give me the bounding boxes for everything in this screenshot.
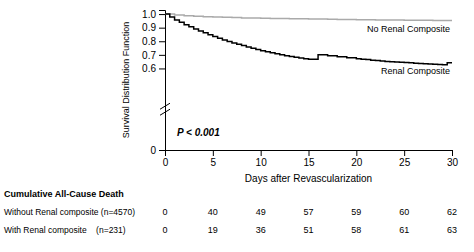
tick-mark	[159, 41, 165, 42]
table-value: 58	[351, 225, 361, 235]
axis-line	[159, 11, 166, 151]
tick-label: 25	[399, 157, 411, 168]
axis-break	[160, 103, 170, 109]
table-value: 19	[208, 225, 218, 235]
tick-label: 30	[447, 157, 459, 168]
x-axis: 0 5 10 15 20 25 30	[163, 150, 459, 168]
table-value: 57	[303, 207, 313, 217]
curve-label: No Renal Composite	[367, 24, 450, 34]
tick-label: 0	[163, 157, 169, 168]
table-value: 49	[256, 207, 266, 217]
tick-mark	[159, 55, 165, 56]
annotation: P < 0.001	[177, 127, 220, 138]
table-value: 61	[399, 225, 409, 235]
table-value: 62	[447, 207, 457, 217]
table-value: 0	[162, 225, 167, 235]
axis-line	[166, 151, 453, 157]
tick-label: 10	[256, 157, 268, 168]
tick-mark	[356, 150, 357, 156]
tick-mark	[261, 150, 262, 156]
tick: 0.9	[142, 22, 165, 33]
tick-label: 5	[211, 157, 217, 168]
tick-label: 20	[351, 157, 363, 168]
tick-mark	[159, 28, 165, 29]
tick-label: 0.7	[142, 50, 156, 61]
tick-label: 0.6	[142, 63, 156, 74]
table-row-label: Without Renal composite (n=4570)	[4, 207, 135, 217]
tick-mark	[159, 68, 165, 69]
tick-label: 0.8	[142, 36, 156, 47]
survival-line	[165, 14, 452, 21]
tick: 0.7	[142, 50, 165, 61]
tick-label: 0	[150, 145, 156, 156]
x-axis-title: Days after Revascularization	[245, 173, 372, 184]
tick-label: 1.0	[142, 9, 156, 20]
tick: 1.0	[142, 9, 165, 20]
chart: 05101520253000.60.70.80.91.0Days after R…	[0, 0, 474, 252]
tick: 0	[150, 145, 165, 156]
tick: 20	[351, 150, 363, 168]
tick-label: 15	[303, 157, 315, 168]
table-value: 63	[447, 225, 457, 235]
table-value: 59	[351, 207, 361, 217]
table-value: 36	[256, 225, 266, 235]
tick-label: 0.9	[142, 22, 156, 33]
tick-mark	[452, 150, 453, 156]
y-axis: 0 0.6 0.7 0.8 0.9 1.0	[142, 9, 165, 156]
axis-break	[160, 109, 170, 115]
tick-mark	[159, 150, 165, 151]
table-row-label: With Renal composite (n=231)	[4, 225, 126, 235]
table-value: 40	[208, 207, 218, 217]
plot-area	[165, 14, 452, 65]
tick: 15	[303, 150, 315, 168]
tick-mark	[404, 150, 405, 156]
table-value: 51	[303, 225, 313, 235]
tick: 30	[447, 150, 459, 168]
tick-mark	[309, 150, 310, 156]
y-axis-title: Survival Distribution Function	[121, 22, 131, 139]
tick-mark	[213, 150, 214, 156]
tick: 10	[256, 150, 268, 168]
tick-mark	[159, 14, 165, 15]
tick: 5	[211, 150, 217, 168]
table-value: 60	[399, 207, 409, 217]
tick: 0.6	[142, 63, 165, 74]
table-value: 0	[162, 207, 167, 217]
table-title: Cumulative All-Cause Death	[4, 189, 124, 199]
tick: 0.8	[142, 36, 165, 47]
survival-line	[165, 14, 452, 65]
curve-label: Renal Composite	[381, 66, 450, 76]
tick: 0	[163, 150, 169, 168]
tick: 25	[399, 150, 411, 168]
